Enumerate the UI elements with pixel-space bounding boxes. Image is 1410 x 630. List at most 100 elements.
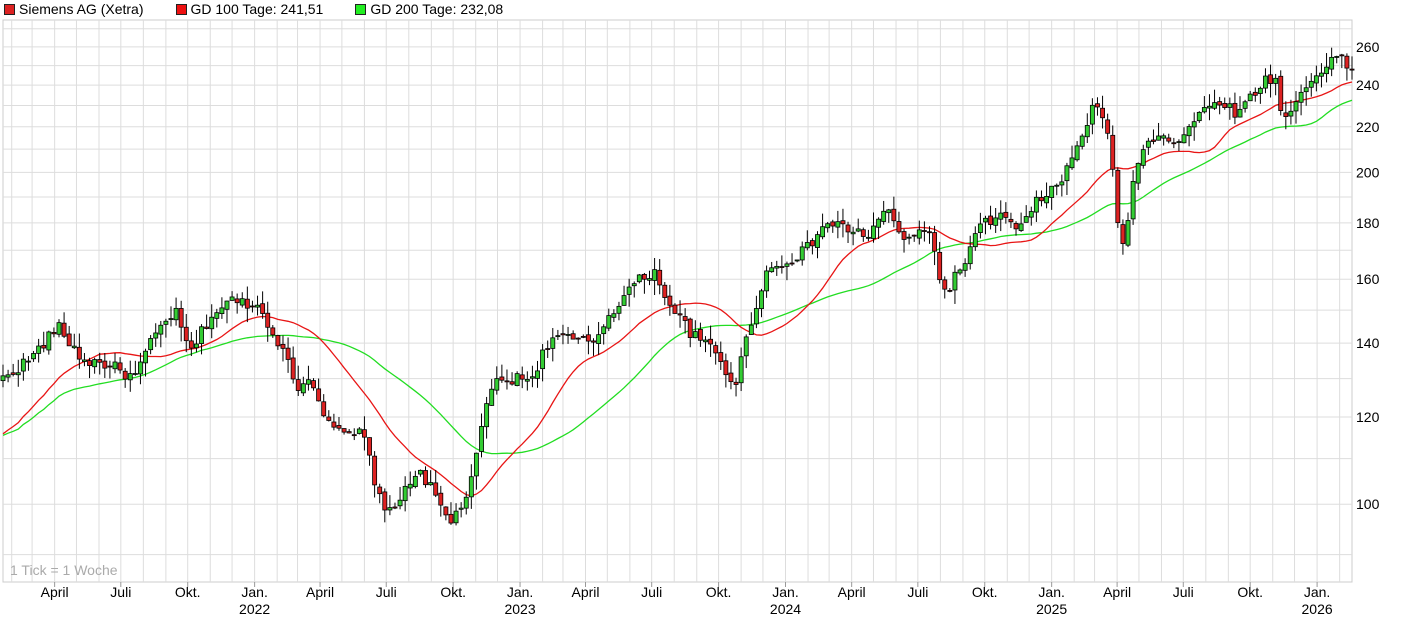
candle-body [260,303,266,314]
candle-body [1176,141,1182,143]
x-tick-label: April [306,584,334,600]
candle-body [1181,134,1187,144]
candle-body [367,437,372,456]
candle-body [723,360,729,376]
x-tick-label: April [571,584,599,600]
candle-body [361,429,367,438]
y-tick-label: 200 [1356,164,1380,180]
candle-body [860,229,866,237]
candle-body [815,234,820,248]
candle-body [591,340,596,343]
candle-body [855,228,861,232]
candle-body [759,290,764,310]
candle-body [988,215,994,225]
candle-body [748,324,754,335]
candle-body [1222,103,1228,108]
candle-body [250,305,255,308]
candle-body [672,304,678,314]
x-tick-label: Okt. [175,584,201,600]
candle-body [1145,140,1151,148]
candle-body [1242,101,1248,109]
candle-body [932,232,938,252]
plot-frame [2,19,1353,583]
candle-body [631,283,637,287]
candle-body [682,316,688,321]
candle-body [214,312,220,319]
legend-item-ma100[interactable]: GD 100 Tage: 241,51 [175,1,323,17]
candle-body [356,428,362,434]
candle-body [1069,157,1075,169]
x-tick-label: Jan. [1304,584,1330,600]
candle-body [234,298,240,304]
candle-body [871,225,876,239]
candle-body [158,324,164,335]
candle-body [1110,134,1116,170]
candle-body [295,379,301,391]
candle-body [473,452,479,477]
candle-body [570,333,576,340]
candle-body [1064,165,1070,182]
y-tick-label: 160 [1356,271,1380,287]
candle-body [1156,135,1161,141]
candle-body [397,499,403,507]
candle-body [1013,223,1019,230]
candle-body [494,378,500,391]
y-axis: 100 120 140 160 180 200 220 240 260 [1356,39,1380,512]
candle-body [219,307,225,315]
candle-body [499,376,505,381]
candle-body [199,326,204,344]
candle-body [270,327,276,336]
candle-body [336,425,342,429]
candle-body [845,224,851,233]
candle-body [41,344,47,349]
candle-body [519,374,525,380]
candle-body [87,360,92,366]
candle-body [178,308,184,328]
x-tick-label: Juli [1173,584,1194,600]
candle-body [962,263,968,271]
candle-body [606,315,612,329]
candle-body [865,236,871,239]
legend-item-ma200[interactable]: GD 200 Tage: 232,08 [355,1,503,17]
candle-body [204,326,210,329]
candle-body [229,296,235,301]
candle-body [239,298,245,306]
candle-body [1217,101,1223,106]
candle-body [458,507,464,510]
x-tick-label: Jan. [1038,584,1064,600]
candle-body [514,373,520,387]
candle-body [168,318,174,320]
candle-body [173,307,179,321]
candle-body [448,513,454,524]
candle-body [1273,77,1279,84]
candle-body [1278,75,1284,111]
x-tick-label: Okt. [440,584,466,600]
candle-body [896,221,902,233]
candle-body [1227,103,1233,108]
x-year-label: 2024 [770,601,801,617]
legend-swatch-ma200 [355,3,367,15]
candle-body [153,332,159,339]
legend-item-price[interactable]: Siemens AG (Xetra) [4,1,144,17]
candle-body [738,356,744,384]
candle-body [382,491,388,511]
candle-body [377,486,383,495]
candle-body [876,218,882,228]
x-tick-label: April [838,584,866,600]
candle-body [886,209,892,214]
candle-body [560,333,566,336]
candle-body [1329,56,1335,70]
candle-body [321,401,327,417]
candle-body [1196,111,1202,122]
candle-body [652,269,658,281]
candle-body [1161,135,1167,139]
candle-body [911,234,917,237]
x-tick-label: Juli [907,584,928,600]
candle-body [112,361,118,370]
candle-body [188,340,194,349]
candle-body [626,286,632,295]
candle-body [967,246,973,265]
y-tick-label: 100 [1356,496,1380,512]
